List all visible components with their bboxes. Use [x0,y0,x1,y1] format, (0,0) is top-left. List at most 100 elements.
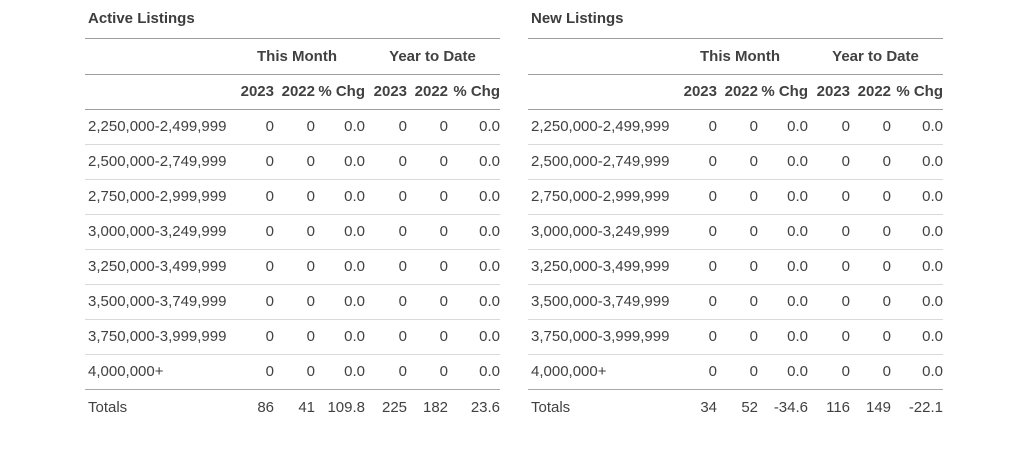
cell-value: 0 [229,214,274,250]
price-range-label: 3,500,000-3,749,999 [528,284,672,320]
cell-value: 0.0 [315,249,366,285]
cell-value: 0 [717,354,758,390]
cell-value: 0 [717,179,758,215]
cell-value: 0 [274,319,315,355]
cell-value: 0 [407,354,449,390]
table-row: 3,000,000-3,249,999 0 0 0.0 0 0 0.0 [528,214,944,250]
cell-value: 0.0 [891,249,944,285]
cell-value: 0 [717,319,758,355]
totals-row: Totals 34 52 -34.6 116 149 -22.1 [528,389,943,425]
cell-value: 0 [672,284,717,320]
cell-value: 0 [407,144,449,180]
cell-value: 0 [407,284,449,320]
column-header: % Chg [758,74,809,110]
table-row: 3,000,000-3,249,999 0 0 0.0 0 0 0.0 [85,214,501,250]
table-row: 3,500,000-3,749,999 0 0 0.0 0 0 0.0 [85,284,501,320]
price-range-label: 2,500,000-2,749,999 [528,144,672,180]
table-row: 2,500,000-2,749,999 0 0 0.0 0 0 0.0 [528,144,944,180]
new-listings-table: New Listings This Month Year to Date [528,4,944,425]
active-listings-table: Active Listings This Month Year to Date [85,4,501,425]
cell-value: 0.0 [891,214,944,250]
cell-value: 0.0 [315,214,366,250]
cell-value: 0 [808,284,851,320]
table-row: 2,750,000-2,999,999 0 0 0.0 0 0 0.0 [85,179,501,215]
cell-value: 0 [229,144,274,180]
cell-value: 0 [407,214,449,250]
column-header-row: 2023 2022 % Chg 2023 2022 % Chg [85,74,501,110]
empty-header-cell [85,39,229,75]
cell-value: 0 [229,319,274,355]
empty-header-cell [85,74,229,110]
cell-value: 0 [407,179,449,215]
table-row: 2,250,000-2,499,999 0 0 0.0 0 0 0.0 [85,109,501,145]
table-row: 2,750,000-2,999,999 0 0 0.0 0 0 0.0 [528,179,944,215]
cell-value: 0 [717,214,758,250]
cell-value: 0.0 [448,144,501,180]
table-title: Active Listings [85,4,500,39]
cell-value: 0.0 [891,319,944,355]
column-header-row: 2023 2022 % Chg 2023 2022 % Chg [528,74,944,110]
table-row: 2,250,000-2,499,999 0 0 0.0 0 0 0.0 [528,109,944,145]
empty-header-cell [528,74,672,110]
table-row: 3,500,000-3,749,999 0 0 0.0 0 0 0.0 [528,284,944,320]
price-range-label: 2,750,000-2,999,999 [528,179,672,215]
empty-header-cell [528,39,672,75]
totals-label: Totals [88,398,128,416]
cell-value: 0 [850,284,892,320]
price-range-label: 2,250,000-2,499,999 [85,109,229,145]
totals-value: 116 [826,398,851,416]
cell-value: 0 [365,249,408,285]
cell-value: 0.0 [448,284,501,320]
cell-value: 0.0 [758,284,809,320]
cell-value: 0 [850,214,892,250]
tables-container: Active Listings This Month Year to Date [85,4,944,425]
cell-value: 0 [672,144,717,180]
group-header-row: This Month Year to Date [85,39,501,75]
cell-value: 0 [672,214,717,250]
table-row: 3,250,000-3,499,999 0 0 0.0 0 0 0.0 [85,249,501,285]
cell-value: 0 [717,144,758,180]
cell-value: 0.0 [891,354,944,390]
cell-value: 0 [229,109,274,145]
totals-value: 52 [741,398,758,416]
group-header-this-month: This Month [672,39,809,75]
column-header: 2023 [808,74,851,110]
totals-row: Totals 86 41 109.8 225 182 23.6 [85,389,500,425]
cell-value: 0 [808,354,851,390]
cell-value: 0 [365,284,408,320]
cell-value: 0.0 [315,109,366,145]
cell-value: 0 [407,249,449,285]
totals-value: -34.6 [773,398,809,416]
totals-label: Totals [531,398,571,416]
table-row: 4,000,000+ 0 0 0.0 0 0 0.0 [85,354,501,390]
cell-value: 0 [365,109,408,145]
stats-table: This Month Year to Date 2023 2022 % Chg … [85,39,501,425]
table-body: 2,250,000-2,499,999 0 0 0.0 0 0 0.0 2,50… [85,109,501,390]
cell-value: 0.0 [315,144,366,180]
cell-value: 0 [274,179,315,215]
cell-value: 0.0 [448,214,501,250]
column-header: 2023 [229,74,274,110]
cell-value: 0 [672,179,717,215]
cell-value: 0 [672,354,717,390]
cell-value: 0 [274,109,315,145]
column-header: 2022 [850,74,892,110]
cell-value: 0.0 [891,109,944,145]
price-range-label: 3,750,000-3,999,999 [528,319,672,355]
totals-value: 86 [257,398,274,416]
cell-value: 0 [808,144,851,180]
table-body: 2,250,000-2,499,999 0 0 0.0 0 0 0.0 2,50… [528,109,944,390]
price-range-label: 3,500,000-3,749,999 [85,284,229,320]
column-header: % Chg [448,74,501,110]
table-row: 2,500,000-2,749,999 0 0 0.0 0 0 0.0 [85,144,501,180]
totals-value: 182 [422,398,449,416]
cell-value: 0 [407,319,449,355]
cell-value: 0.0 [315,284,366,320]
price-range-label: 2,750,000-2,999,999 [85,179,229,215]
cell-value: 0 [365,214,408,250]
price-range-label: 3,750,000-3,999,999 [85,319,229,355]
price-range-label: 4,000,000+ [528,354,672,390]
cell-value: 0 [672,319,717,355]
stats-table: This Month Year to Date 2023 2022 % Chg … [528,39,944,425]
cell-value: 0.0 [448,319,501,355]
